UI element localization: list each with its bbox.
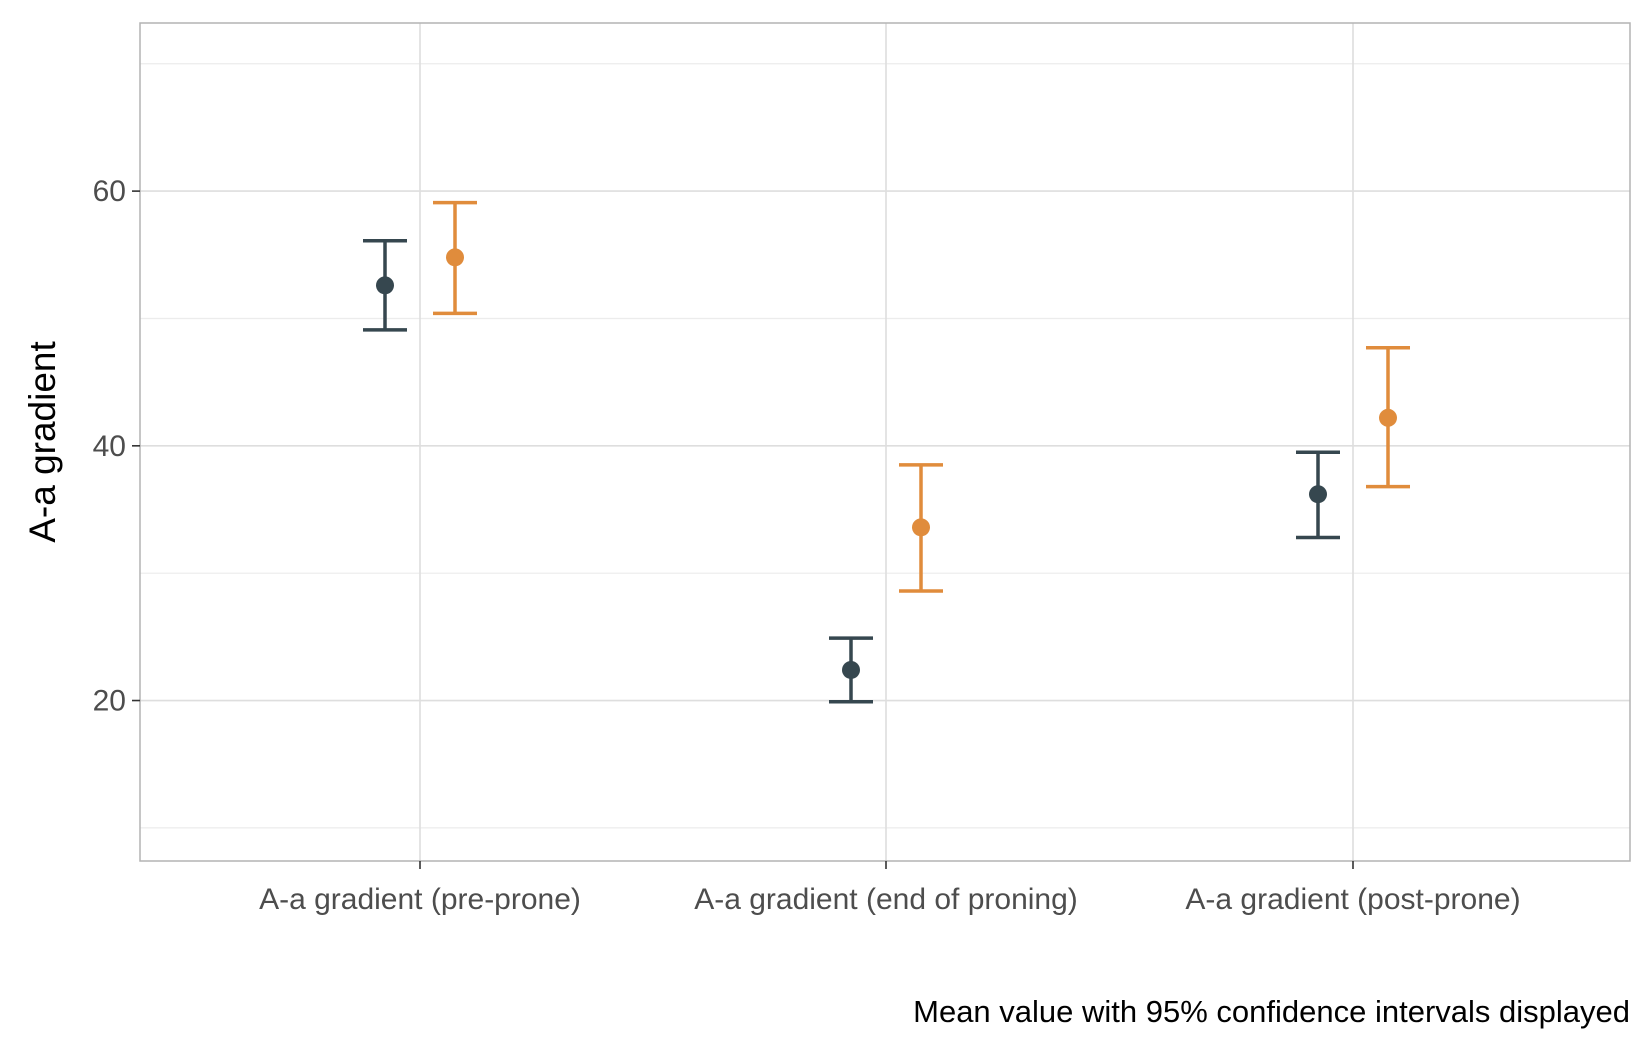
y-tick-label: 20 bbox=[93, 685, 126, 718]
y-tick-label: 60 bbox=[93, 175, 126, 208]
x-tick-label: A-a gradient (post-prone) bbox=[1185, 883, 1520, 916]
axis-ticks bbox=[132, 190, 1354, 869]
plot-marks bbox=[363, 200, 1410, 704]
mean-point bbox=[912, 518, 930, 537]
panel-border bbox=[139, 22, 1631, 862]
panel-background bbox=[140, 23, 1630, 861]
minor-gridlines bbox=[140, 63, 1630, 829]
caption: Mean value with 95% confidence intervals… bbox=[913, 994, 1630, 1029]
mean-point bbox=[1309, 485, 1327, 504]
x-tick-label: A-a gradient (pre-prone) bbox=[259, 883, 581, 916]
mean-point bbox=[842, 660, 860, 679]
major-gridlines bbox=[140, 23, 1630, 861]
y-axis-title: A-a gradient bbox=[22, 341, 63, 543]
y-tick-label: 40 bbox=[93, 430, 126, 463]
axis-labels: 20 40 60 A-a gradient (pre-prone) A-a gradie… bbox=[93, 175, 1521, 916]
mean-point bbox=[1379, 408, 1397, 427]
mean-point bbox=[376, 276, 394, 295]
mean-point bbox=[446, 248, 464, 267]
x-tick-label: A-a gradient (end of proning) bbox=[694, 883, 1078, 916]
